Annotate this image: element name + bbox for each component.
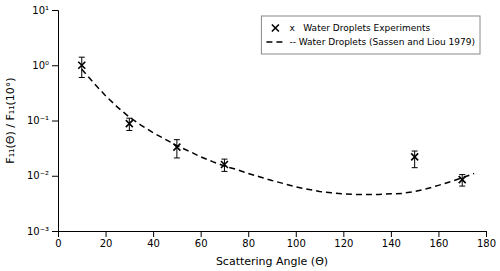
- y-tick-mark: [52, 121, 58, 122]
- y-tick-label: 10¹: [32, 5, 49, 16]
- y-axis-title: F₁₁(Θ) / F₁₁(10°): [4, 77, 17, 163]
- y-tick: 10¹: [32, 5, 58, 16]
- legend-box: [261, 16, 480, 54]
- point: [411, 153, 418, 160]
- error-bar-cap: [79, 57, 85, 58]
- error-bar-cap: [221, 159, 227, 160]
- point: [221, 161, 228, 168]
- x-tick: 60: [195, 231, 208, 249]
- x-axis: 0 20 40 60 80 100 120 140 160 180: [55, 231, 496, 249]
- y-tick-label: 10⁻¹: [27, 115, 49, 126]
- x-tick-mark: [201, 231, 202, 237]
- y-tick-label: 10⁻³: [27, 226, 49, 237]
- x-tick-label: 180: [477, 238, 496, 249]
- x-tick: 140: [382, 231, 401, 249]
- marks: [78, 57, 474, 194]
- error-bar: [459, 175, 465, 187]
- legend-handle: [272, 25, 279, 32]
- x-tick: 180: [477, 231, 496, 249]
- y-axis: 10⁻³ 10⁻² 10⁻¹ 10⁰ 10¹: [27, 5, 59, 237]
- point: [173, 144, 180, 151]
- error-bar-cap: [174, 157, 180, 158]
- x-axis-title: Scattering Angle (Θ): [216, 255, 328, 268]
- y-tick-mark: [52, 10, 58, 11]
- error-bar-cap: [126, 130, 132, 131]
- y-tick: 10⁰: [32, 60, 58, 71]
- error-bar-stem: [176, 140, 177, 158]
- error-bar-cap: [126, 118, 132, 119]
- legend-handle: [266, 41, 284, 43]
- x-tick-mark: [391, 231, 392, 237]
- y-tick-label: 10⁻²: [27, 170, 49, 181]
- error-bar-cap: [221, 171, 227, 172]
- error-bar: [126, 118, 132, 130]
- chart: 02040608010012014016018010⁻³10⁻²10⁻¹10⁰1…: [0, 0, 500, 271]
- y-axis-line: [52, 11, 59, 232]
- error-bar-cap: [459, 186, 465, 187]
- error-bar-stem: [81, 57, 82, 77]
- x-tick-label: 140: [382, 238, 401, 249]
- error-bar-cap: [79, 77, 85, 78]
- error-bar-cap: [459, 174, 465, 175]
- legend-label: x Water Droplets Experiments: [289, 23, 430, 33]
- x-tick: 120: [334, 231, 353, 249]
- error-bar: [79, 57, 85, 77]
- y-tick: 10⁻²: [27, 170, 58, 181]
- error-bar-stem: [414, 151, 415, 168]
- x-tick-label: 0: [55, 238, 61, 249]
- error-bar-cap: [412, 151, 418, 152]
- error-bar-cap: [412, 167, 418, 168]
- error-bar: [221, 159, 227, 171]
- x-tick: 0: [55, 231, 61, 249]
- x-tick-mark: [438, 231, 439, 237]
- x-tick-mark: [248, 231, 249, 237]
- x-tick-mark: [106, 231, 107, 237]
- point: [459, 176, 466, 183]
- error-bar-cap: [174, 139, 180, 140]
- legend-label: -- Water Droplets (Sassen and Liou 1979): [289, 37, 475, 47]
- point: [126, 120, 133, 127]
- y-tick: 10⁻¹: [27, 115, 58, 126]
- error-bar: [174, 140, 180, 158]
- point: [78, 62, 85, 69]
- y-tick-mark: [52, 176, 58, 177]
- x-tick-label: 120: [334, 238, 353, 249]
- x-tick: 80: [242, 231, 255, 249]
- x-tick-mark: [296, 231, 297, 237]
- y-tick-mark: [52, 65, 58, 66]
- x-tick-label: 80: [242, 238, 255, 249]
- x-tick: 20: [100, 231, 113, 249]
- x-tick-label: 40: [147, 238, 160, 249]
- x-tick-label: 20: [100, 238, 113, 249]
- error-bar: [412, 151, 418, 168]
- x-tick: 160: [429, 231, 448, 249]
- x-tick: 40: [147, 231, 160, 249]
- x-tick: 100: [287, 231, 306, 249]
- x-tick-mark: [153, 231, 154, 237]
- plot-area: 02040608010012014016018010⁻³10⁻²10⁻¹10⁰1…: [27, 5, 496, 249]
- chart-container: 02040608010012014016018010⁻³10⁻²10⁻¹10⁰1…: [0, 0, 500, 271]
- y-tick-mark: [52, 231, 58, 232]
- y-tick-label: 10⁰: [32, 60, 49, 71]
- x-axis-line: [59, 232, 487, 238]
- series-line: [82, 69, 474, 194]
- x-tick-label: 60: [195, 238, 208, 249]
- x-tick-label: 100: [287, 238, 306, 249]
- y-tick: 10⁻³: [27, 226, 58, 237]
- x-tick-label: 160: [429, 238, 448, 249]
- x-tick-mark: [343, 231, 344, 237]
- x-tick-mark: [486, 231, 487, 237]
- legend: x Water Droplets Experiments -- Water Dro…: [261, 16, 480, 54]
